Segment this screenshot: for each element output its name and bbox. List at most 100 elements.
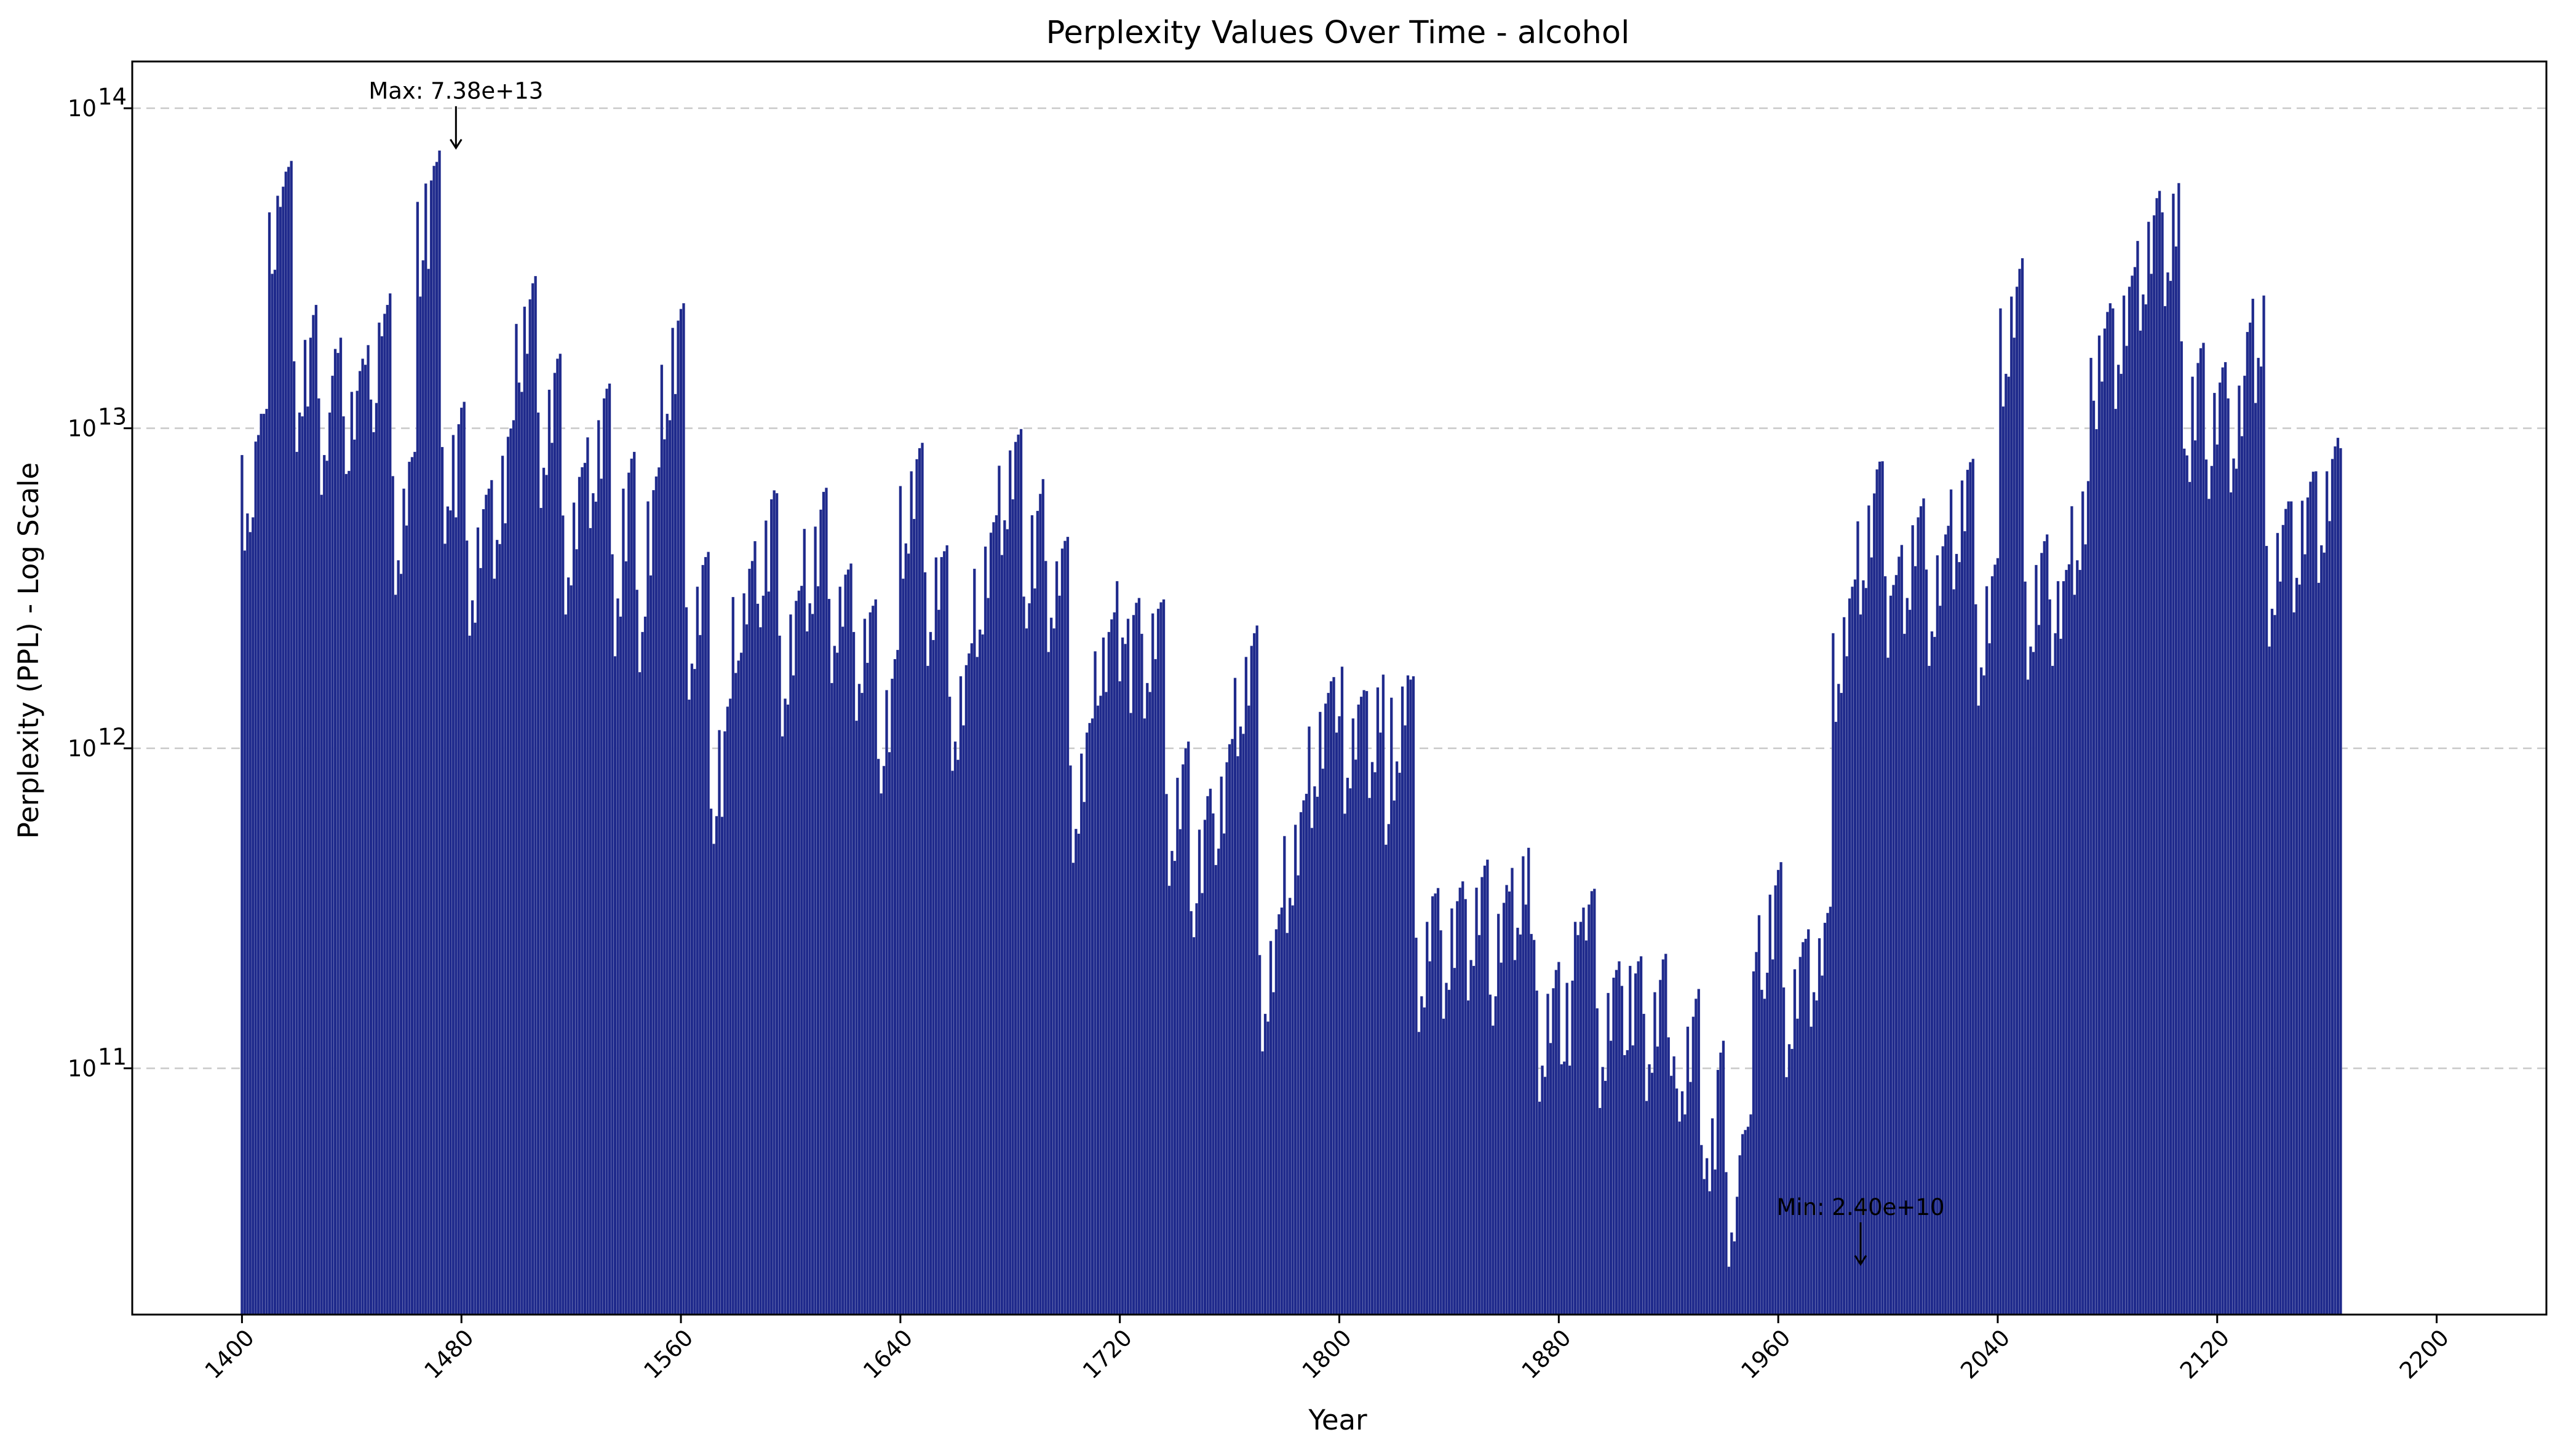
bar xyxy=(2172,193,2175,1315)
bar xyxy=(1653,992,1656,1315)
bar xyxy=(504,523,507,1315)
bar xyxy=(1601,1067,1605,1315)
bar xyxy=(515,323,518,1315)
bar xyxy=(476,527,480,1315)
bar xyxy=(479,568,482,1315)
bar xyxy=(248,532,252,1315)
bar xyxy=(682,303,685,1315)
bar xyxy=(1351,718,1355,1315)
bar xyxy=(600,478,603,1315)
bar xyxy=(1505,885,1508,1315)
bar xyxy=(539,507,542,1315)
bar xyxy=(1140,633,1143,1315)
bar xyxy=(2325,471,2329,1315)
bar xyxy=(1829,906,1832,1315)
bar xyxy=(2238,385,2241,1315)
bar xyxy=(487,488,491,1315)
bar xyxy=(424,183,427,1315)
bar xyxy=(880,793,883,1315)
bar xyxy=(1439,930,1442,1315)
bar xyxy=(2191,376,2195,1315)
bar xyxy=(1115,580,1119,1315)
bar xyxy=(1241,734,1245,1315)
bar xyxy=(1491,1025,1495,1315)
bar xyxy=(484,494,488,1315)
bar xyxy=(1626,1050,1629,1315)
bar xyxy=(1595,1008,1599,1315)
annotation-arrowhead xyxy=(1854,1255,1867,1266)
bar xyxy=(1266,1021,1270,1315)
bar xyxy=(1755,952,1758,1315)
bar xyxy=(1711,1118,1714,1315)
bar xyxy=(2309,481,2312,1315)
bar xyxy=(1357,704,1361,1315)
bar xyxy=(564,614,568,1315)
bar xyxy=(1571,980,1575,1315)
bar xyxy=(459,407,463,1315)
bar xyxy=(1378,732,1382,1315)
bar xyxy=(792,675,795,1315)
bar xyxy=(1225,762,1229,1315)
bar xyxy=(1074,828,1078,1315)
bar xyxy=(443,543,447,1315)
bar xyxy=(1724,1172,1728,1315)
bar xyxy=(356,390,359,1315)
bar xyxy=(1694,999,1698,1315)
bar xyxy=(268,212,271,1315)
bar xyxy=(1214,865,1218,1315)
bar xyxy=(2336,437,2340,1315)
bar xyxy=(769,499,773,1315)
bar xyxy=(1658,979,1662,1315)
bar xyxy=(1258,954,1262,1315)
bar xyxy=(652,489,655,1315)
bar xyxy=(394,594,397,1315)
bar xyxy=(2174,246,2178,1315)
bar xyxy=(964,665,968,1315)
bar xyxy=(863,619,867,1315)
bar xyxy=(2034,564,2038,1315)
bar xyxy=(2215,444,2219,1315)
bar xyxy=(1752,971,1755,1315)
bar xyxy=(402,488,405,1315)
bar xyxy=(523,306,527,1315)
bar xyxy=(1592,888,1596,1315)
bar xyxy=(2204,459,2208,1315)
bar xyxy=(2207,499,2211,1315)
bar xyxy=(1609,1040,1613,1315)
bar xyxy=(1393,800,1396,1315)
bar xyxy=(1806,929,1810,1315)
bar xyxy=(1030,515,1034,1315)
bar xyxy=(899,486,902,1315)
bar xyxy=(1324,703,1327,1315)
bar xyxy=(674,394,677,1315)
bar xyxy=(448,510,452,1315)
bar xyxy=(1683,1114,1687,1315)
bar xyxy=(701,564,705,1315)
bar xyxy=(989,532,993,1315)
bar xyxy=(942,551,946,1315)
bar xyxy=(1428,961,1432,1315)
bar xyxy=(2105,312,2109,1315)
bar xyxy=(781,736,784,1315)
bar xyxy=(882,766,886,1315)
bar xyxy=(1703,1179,1706,1315)
bar xyxy=(1252,633,1256,1315)
bar xyxy=(2089,357,2093,1315)
bar xyxy=(495,539,499,1315)
bar xyxy=(688,699,691,1315)
bar xyxy=(951,770,955,1315)
bar xyxy=(427,268,431,1315)
bar xyxy=(1834,721,1838,1315)
bar xyxy=(1672,1056,1676,1315)
bar xyxy=(2021,258,2024,1315)
bar xyxy=(1121,637,1124,1315)
bar xyxy=(657,467,661,1315)
bar xyxy=(956,759,960,1315)
bar xyxy=(320,494,324,1315)
bar xyxy=(2169,280,2172,1315)
y-tick-label: 10 xyxy=(68,1055,97,1082)
bar xyxy=(1129,713,1132,1315)
bar xyxy=(1480,877,1484,1315)
bar xyxy=(290,160,293,1315)
bar xyxy=(591,493,595,1315)
